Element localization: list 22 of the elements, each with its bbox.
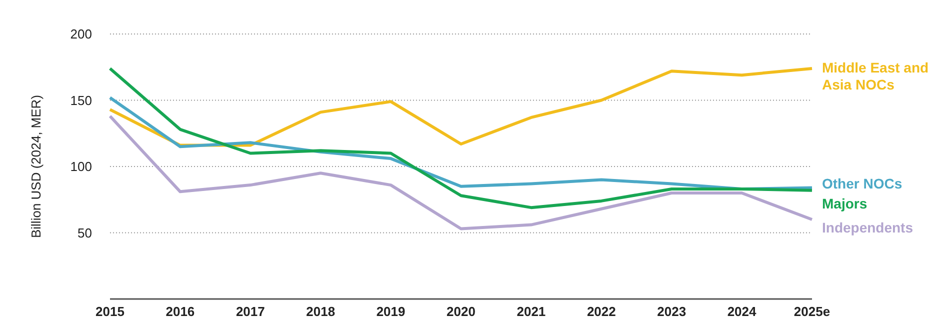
y-tick-label: 200 [70,26,92,42]
series-label: Middle East and Asia NOCs [822,59,929,92]
y-tick-label: 50 [78,225,92,240]
y-axis-title: Billion USD (2024, MER) [28,94,44,238]
series-label: Other NOCs [822,176,902,192]
x-tick-label: 2015 [96,304,124,320]
x-tick-label: 2021 [516,304,546,320]
x-tick-label: 2016 [166,304,195,320]
x-tick-label: 2024 [727,304,758,320]
line-series [108,114,814,230]
x-tick-label: 2020 [446,304,476,320]
x-tick-label: 2017 [236,304,265,320]
x-tick-label: 2022 [586,304,616,320]
x-tick-label: 2023 [657,304,686,320]
x-tick-label: 2019 [376,304,406,320]
y-tick-label: 100 [70,159,92,174]
series-label: Majors [822,195,868,212]
y-tick-label: 150 [70,92,92,108]
x-tick-label: 2025e [794,304,830,320]
x-tick-label: 2018 [306,304,336,320]
series-label: Independents [822,220,914,236]
line-series [108,66,814,210]
